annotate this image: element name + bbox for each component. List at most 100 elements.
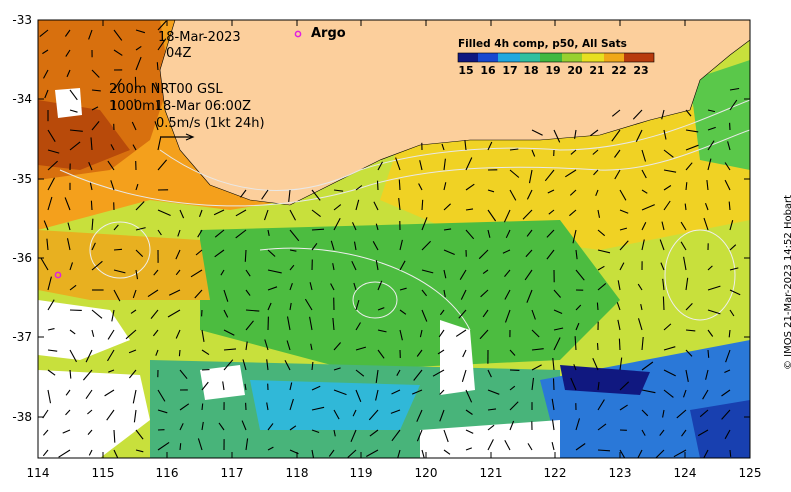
x-tick-label: 116 [155, 466, 179, 480]
current-vector [64, 29, 71, 37]
current-vector [355, 322, 361, 331]
current-vector [333, 342, 342, 351]
current-vector [351, 260, 357, 271]
current-vector [135, 45, 142, 51]
current-vector [504, 309, 511, 323]
current-vector [113, 49, 123, 56]
contour-legend-1000m: 1000m18-Mar 06:00Z [109, 99, 252, 114]
current-vector [509, 401, 519, 411]
current-vector [707, 329, 714, 337]
current-vector [504, 269, 511, 277]
current-vector [240, 189, 247, 198]
current-vector [443, 449, 451, 455]
current-vector [175, 329, 181, 339]
current-vector [333, 389, 347, 396]
current-vector [619, 209, 629, 214]
current-vector [310, 343, 313, 351]
current-vector [135, 449, 144, 453]
colorbar-tick: 21 [589, 64, 605, 77]
current-vector [377, 329, 387, 333]
current-vector [132, 289, 137, 299]
current-vector [592, 149, 599, 155]
current-vector [372, 241, 379, 251]
current-vector [332, 317, 335, 331]
current-vector [284, 360, 291, 371]
current-vector [503, 209, 511, 223]
current-vector [333, 189, 344, 192]
current-vector [242, 359, 247, 371]
current-vector [391, 429, 401, 442]
current-vector [82, 369, 93, 381]
current-vector [157, 137, 162, 151]
current-vector [458, 309, 467, 319]
current-vector [62, 429, 71, 434]
current-vector [575, 443, 586, 451]
x-tick-label: 119 [349, 466, 373, 480]
current-vector [482, 269, 489, 275]
current-vector [375, 260, 379, 271]
land-western-australia [159, 20, 750, 206]
current-vector [438, 329, 445, 338]
current-vector [531, 129, 543, 136]
current-vector [525, 249, 533, 258]
current-vector [570, 377, 577, 391]
current-vector [640, 303, 643, 311]
current-vector [419, 329, 423, 338]
current-vector [133, 409, 137, 423]
current-vector [461, 369, 467, 382]
current-vector [487, 389, 500, 395]
current-vector [729, 449, 732, 457]
current-vector [487, 141, 493, 151]
current-vector [702, 389, 709, 400]
current-vector [373, 201, 379, 211]
current-vector [286, 340, 291, 351]
current-vector [641, 169, 647, 179]
current-vector [443, 203, 451, 211]
current-vector [531, 309, 536, 320]
current-vector [65, 389, 71, 396]
current-vector [661, 221, 665, 231]
current-vector [390, 409, 401, 414]
current-vector [91, 89, 101, 92]
current-vector [619, 381, 630, 391]
argo-legend-marker [294, 30, 302, 38]
current-vector [569, 209, 577, 217]
colorbar-tick: 19 [545, 64, 561, 77]
current-vector [419, 160, 423, 171]
current-vector [685, 182, 688, 191]
current-vector [593, 169, 599, 176]
no-data-area [440, 320, 475, 395]
colorbar-tick: 17 [502, 64, 518, 77]
current-vector [614, 169, 621, 180]
current-vector [104, 389, 115, 397]
current-vector [684, 203, 687, 211]
current-vector [413, 369, 423, 381]
colorbar-tick: 16 [480, 64, 496, 77]
current-vector [47, 389, 52, 404]
y-tick-label: -38 [12, 410, 32, 424]
current-vector [703, 449, 709, 458]
current-vector [619, 227, 628, 231]
current-vector [399, 309, 407, 315]
current-vector [487, 408, 497, 411]
current-vector [135, 183, 139, 191]
current-vector [42, 49, 49, 55]
current-vector [680, 241, 687, 251]
warm-western-eddy [38, 230, 210, 300]
current-vector [663, 369, 676, 377]
current-vector [155, 82, 159, 91]
current-vector [505, 229, 511, 239]
current-vector [619, 262, 625, 271]
current-vector [597, 399, 605, 411]
current-vector [637, 283, 643, 291]
current-vector [685, 129, 699, 133]
current-vector [619, 404, 628, 411]
current-vector [526, 289, 533, 303]
current-vector [223, 348, 237, 351]
current-vector [398, 198, 401, 211]
current-vector [289, 302, 292, 311]
current-vector [573, 364, 577, 371]
current-vector [69, 262, 74, 271]
current-vector [309, 316, 313, 331]
current-vector [175, 269, 181, 276]
